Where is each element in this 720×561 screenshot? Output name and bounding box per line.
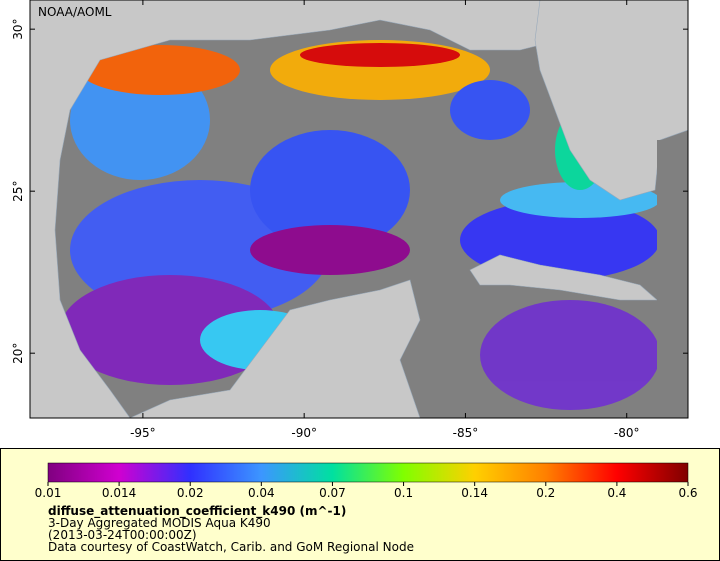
x-tick-label: -95°	[130, 426, 156, 440]
colorbar-tick-label: 0.04	[248, 486, 275, 500]
y-tick-label: 20°	[11, 343, 25, 364]
map-area	[30, 0, 688, 418]
water-patch	[80, 45, 240, 95]
legend-line: (2013-03-24T00:00:00Z)	[48, 528, 197, 542]
water-patch	[450, 80, 530, 140]
land	[30, 0, 688, 418]
water-patch	[250, 225, 410, 275]
no-data	[657, 140, 688, 418]
colorbar-tick-label: 0.07	[319, 486, 346, 500]
colorbar-tick-label: 0.1	[394, 486, 413, 500]
colorbar-tick-label: 0.4	[607, 486, 626, 500]
colorbar-tick-label: 0.2	[536, 486, 555, 500]
map-title: NOAA/AOML	[38, 5, 112, 19]
map-frame	[29, 0, 689, 419]
water-patch	[480, 300, 660, 410]
land-mass	[129, 279, 421, 418]
variable-name: diffuse_attenuation_coefficient_k490 (m^…	[48, 504, 346, 519]
colorbar-tick-label: 0.01	[35, 486, 62, 500]
land-mass	[30, 0, 561, 418]
water-patch	[250, 130, 410, 250]
y-tick-label: 30°	[11, 19, 25, 40]
y-tick-label: 25°	[11, 181, 25, 202]
colorbar-tick-label: 0.02	[177, 486, 204, 500]
legend-line: 3-Day Aggregated MODIS Aqua K490	[48, 516, 271, 530]
x-tick-label: -85°	[453, 426, 479, 440]
colorbar-tick-label: 0.6	[678, 486, 697, 500]
water-colors	[60, 40, 660, 410]
colorbar-tick-label: 0.14	[461, 486, 488, 500]
x-tick-label: -80°	[614, 426, 640, 440]
colorbar	[47, 462, 689, 483]
x-tick-label: -90°	[291, 426, 317, 440]
colorbar-tick-label: 0.014	[102, 486, 136, 500]
legend-line: Data courtesy of CoastWatch, Carib. and …	[48, 540, 414, 554]
land-mass	[534, 0, 688, 201]
water-patch	[300, 43, 460, 67]
